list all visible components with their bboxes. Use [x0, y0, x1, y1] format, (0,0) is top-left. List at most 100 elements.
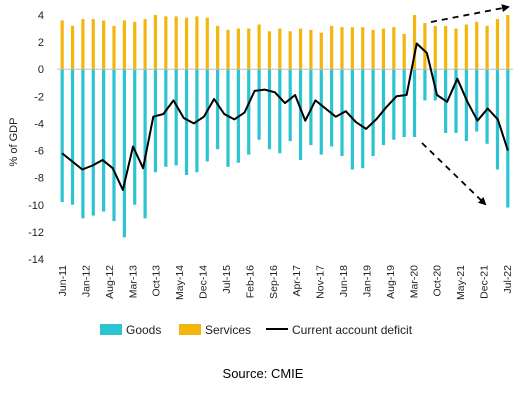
legend-label-services: Services — [205, 323, 251, 337]
y-tick-label: -14 — [28, 254, 44, 266]
services-bar — [60, 20, 64, 70]
services-bar — [184, 17, 189, 70]
x-tick-label: Oct-13 — [151, 265, 163, 297]
x-tick-label: Jun-18 — [338, 265, 350, 297]
goods-bar — [184, 69, 189, 175]
services-bar — [444, 25, 448, 70]
services-bar — [412, 15, 417, 70]
services-bar — [464, 24, 468, 70]
goods-bar — [257, 69, 261, 140]
services-bar — [298, 28, 303, 70]
x-tick-label: Mar-13 — [127, 265, 139, 298]
goods-bar — [143, 69, 147, 219]
goods-bar — [60, 69, 64, 203]
services-bar — [267, 31, 272, 70]
x-tick-label: Jul-22 — [502, 265, 514, 294]
goods-bar — [475, 69, 479, 132]
goods-bar — [122, 69, 126, 238]
goods-bar — [226, 69, 230, 167]
goods-bar — [319, 69, 323, 155]
services-bar — [475, 21, 479, 70]
y-tick-label: -10 — [28, 200, 44, 212]
goods-bar — [205, 69, 209, 162]
plot-area: 4 2 0 -2 -4 -6 -8 -10 -12 -14 Jun-11 Jan-12 Aug-12 Ma… — [28, 4, 514, 300]
services-bar — [247, 28, 251, 70]
x-tick-label: Dec-14 — [198, 265, 210, 299]
y-tick-label: 2 — [38, 37, 44, 49]
services-bar — [153, 15, 158, 70]
goods-trend-arrow — [421, 142, 487, 206]
services-bar — [91, 19, 95, 70]
services-bar — [371, 29, 375, 70]
services-bar — [392, 27, 396, 70]
x-tick-label: Apr-17 — [291, 265, 303, 297]
services-bar — [319, 32, 323, 70]
services-bar — [288, 31, 292, 70]
services-bar — [112, 25, 116, 70]
goods-bar — [153, 69, 158, 173]
goods-bar — [247, 69, 251, 155]
goods-bar — [330, 69, 334, 147]
goods-bar — [506, 69, 510, 208]
services-bar — [381, 28, 386, 70]
x-tick-label: May-21 — [455, 265, 467, 300]
services-bar — [485, 25, 489, 70]
source-note: Source: CMIE — [222, 366, 304, 381]
goods-bar — [402, 69, 406, 137]
services-bar — [257, 24, 261, 70]
services-bar — [195, 16, 199, 70]
y-tick-label: 0 — [38, 64, 44, 76]
services-bar — [402, 33, 406, 70]
goods-bar — [112, 69, 116, 222]
goods-bar — [174, 69, 178, 166]
services-bar — [361, 27, 365, 70]
goods-bar — [278, 69, 282, 154]
services-bar — [340, 27, 344, 70]
goods-bar — [216, 69, 220, 150]
services-bar — [454, 28, 458, 70]
legend-swatch-goods — [100, 324, 122, 335]
goods-bar — [485, 69, 489, 144]
goods-bar — [288, 69, 292, 142]
x-tick-label: Dec-21 — [479, 265, 491, 299]
services-bar — [423, 23, 427, 70]
goods-bar — [91, 69, 95, 216]
y-tick-label: -12 — [28, 227, 44, 239]
legend-swatch-services — [179, 324, 201, 335]
x-tick-label: Nov-17 — [315, 265, 327, 299]
y-tick-label: -6 — [34, 146, 44, 158]
goods-bar — [102, 69, 106, 212]
services-bar — [122, 20, 126, 70]
legend: Goods Services Current account deficit — [100, 323, 413, 337]
x-tick-label: Jan-19 — [361, 265, 373, 297]
legend-label-cad: Current account deficit — [292, 323, 413, 337]
goods-bar — [309, 69, 313, 146]
x-tick-label: Feb-16 — [244, 265, 256, 298]
goods-bar — [298, 69, 303, 161]
services-bar — [433, 25, 437, 70]
services-bar — [164, 16, 168, 70]
x-tick-label: Aug-19 — [385, 265, 397, 299]
goods-bar — [371, 69, 375, 156]
legend-label-goods: Goods — [126, 323, 161, 337]
goods-bar — [267, 69, 272, 150]
services-bar — [330, 25, 334, 70]
services-bar — [143, 19, 147, 70]
services-trend-arrow — [430, 4, 510, 23]
services-bar — [174, 16, 178, 70]
services-bar — [309, 29, 313, 70]
services-bar — [70, 25, 75, 70]
services-bar — [350, 27, 354, 70]
services-bar — [102, 20, 106, 70]
services-bar — [236, 28, 240, 70]
x-tick-label: Jun-11 — [57, 265, 69, 296]
y-tick-label: 4 — [38, 10, 44, 22]
services-bar — [495, 19, 500, 70]
services-bar — [133, 21, 137, 70]
cad-line — [61, 42, 509, 191]
goods-bar — [361, 69, 365, 169]
y-tick-label: -8 — [34, 173, 44, 185]
y-tick-label: -4 — [34, 118, 44, 130]
